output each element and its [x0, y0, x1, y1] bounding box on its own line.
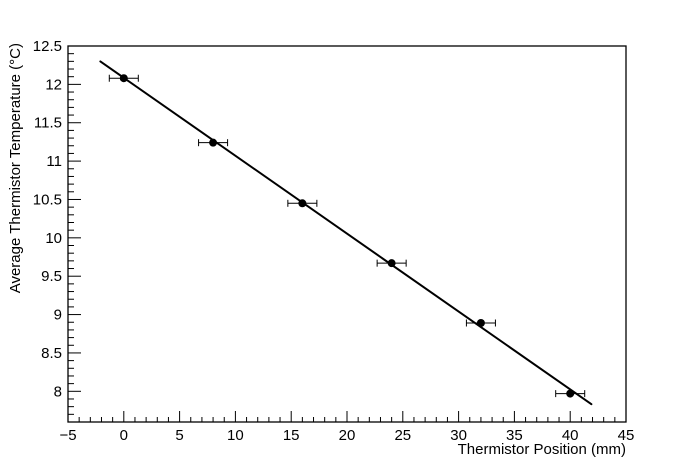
fit-line: [99, 60, 593, 406]
data-point-marker: [566, 389, 575, 398]
y-tick-label: 8.5: [41, 345, 62, 362]
x-tick-label: 35: [506, 427, 523, 444]
y-tick-label: 12: [45, 76, 62, 93]
x-tick-label: 20: [339, 427, 356, 444]
y-tick-label: 12.5: [33, 38, 62, 55]
y-tick-label: 10.5: [33, 191, 62, 208]
data-point-marker: [119, 74, 128, 83]
x-tick-label: 25: [394, 427, 411, 444]
x-tick-label: −5: [59, 427, 76, 444]
data-point-marker: [298, 199, 307, 208]
x-tick-label: 10: [227, 427, 244, 444]
x-tick-label: 15: [283, 427, 300, 444]
y-tick-label: 9: [54, 307, 62, 324]
x-tick-label: 40: [562, 427, 579, 444]
y-tick-label: 9.5: [41, 268, 62, 285]
y-tick-label: 8: [54, 383, 62, 400]
data-point-marker: [476, 319, 485, 328]
data-point-marker: [387, 259, 396, 268]
x-axis-title: Thermistor Position (mm): [457, 441, 626, 458]
x-tick-label: 0: [120, 427, 128, 444]
y-tick-label: 11: [46, 153, 62, 170]
x-tick-label: 45: [618, 427, 635, 444]
y-tick-label: 10: [45, 230, 62, 247]
x-tick-label: 5: [175, 427, 183, 444]
y-axis-title: Average Thermistor Temperature (°C): [7, 43, 24, 294]
x-tick-label: 30: [450, 427, 467, 444]
data-point-marker: [209, 138, 218, 147]
y-tick-label: 11.5: [34, 115, 62, 132]
